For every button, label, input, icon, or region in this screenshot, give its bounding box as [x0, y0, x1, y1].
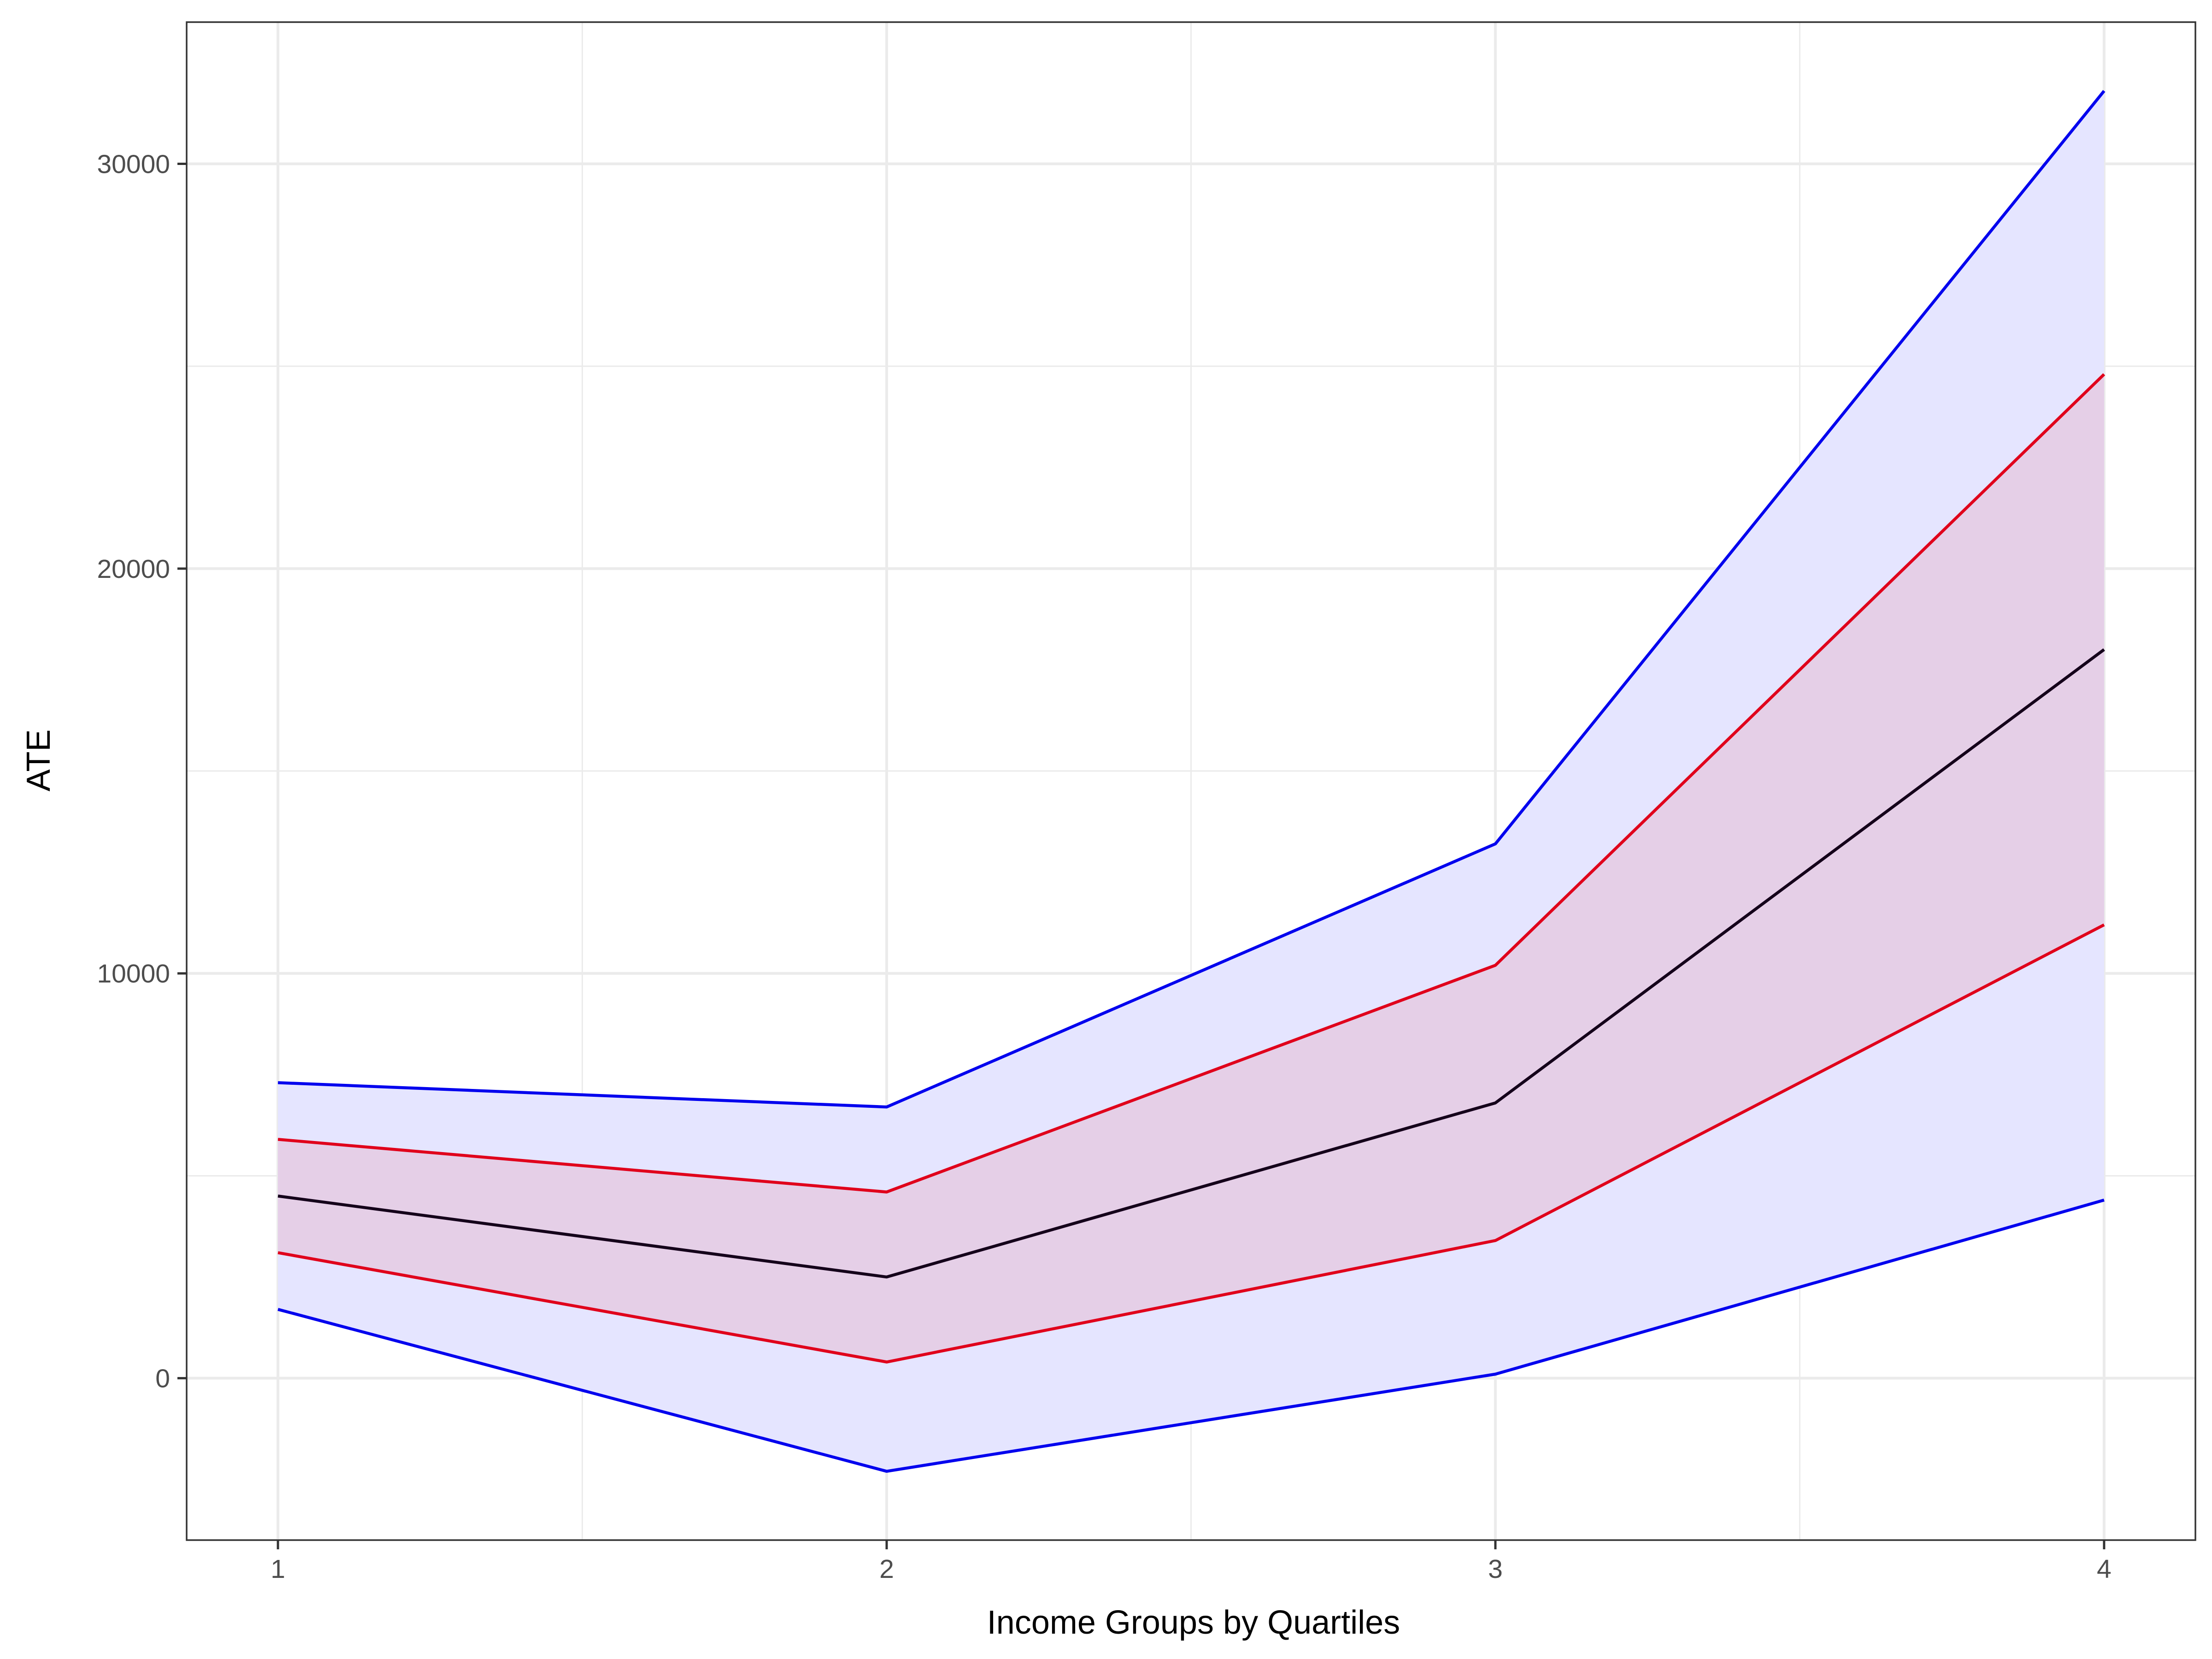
- outer-upper-line: [278, 90, 2106, 1109]
- y-tick-label: 20000: [97, 554, 170, 584]
- inner-lower-line: [277, 923, 2105, 1364]
- x-axis-title: Income Groups by Quartiles: [987, 1604, 1400, 1641]
- inner-confidence-band: [278, 374, 2104, 1362]
- y-tick-label: 0: [155, 1364, 170, 1394]
- y-tick-label: 10000: [97, 959, 170, 988]
- estimate-line: [277, 648, 2105, 1279]
- confidence-bands: [278, 91, 2104, 1471]
- series-lines: [277, 90, 2106, 1473]
- panel-border: [186, 21, 2196, 1541]
- y-tick-label: 30000: [97, 149, 170, 179]
- axis-ticks: 1 2 3 4 0 10000 20000 30000: [97, 149, 2111, 1584]
- x-tick-label: 2: [879, 1554, 894, 1584]
- x-tick-label: 3: [1488, 1554, 1503, 1584]
- y-axis-title: ATE: [20, 729, 57, 792]
- inner-upper-line: [277, 373, 2106, 1194]
- x-tick-label: 1: [271, 1554, 285, 1584]
- x-tick-label: 4: [2097, 1554, 2112, 1584]
- outer-lower-line: [277, 1199, 2105, 1473]
